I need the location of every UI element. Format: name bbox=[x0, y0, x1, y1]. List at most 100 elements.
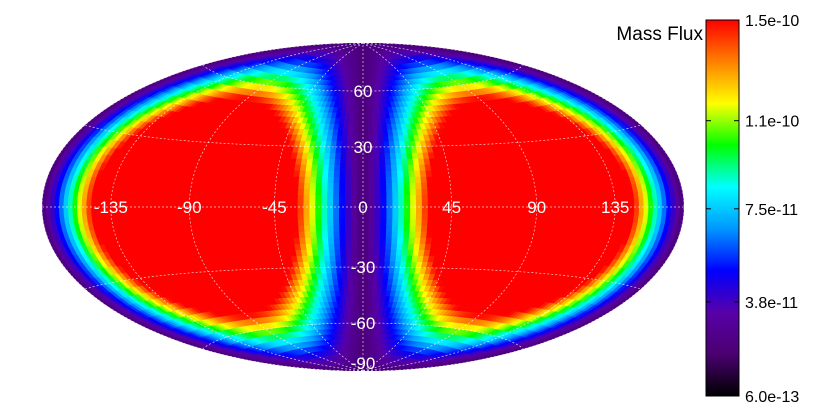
map-cell bbox=[373, 164, 381, 171]
map-cell bbox=[322, 237, 330, 244]
map-cell bbox=[309, 225, 317, 232]
map-cell bbox=[480, 200, 487, 208]
map-cell bbox=[421, 194, 429, 202]
map-cell bbox=[351, 237, 358, 244]
map-cell bbox=[444, 188, 452, 196]
map-cell bbox=[396, 164, 404, 171]
map-cell bbox=[414, 170, 422, 177]
map-cell bbox=[345, 170, 352, 177]
map-cell bbox=[373, 243, 381, 250]
map-cell bbox=[310, 231, 318, 238]
map-cell bbox=[345, 158, 353, 165]
map-cell bbox=[421, 188, 429, 196]
map-cell bbox=[312, 249, 320, 256]
map-cell bbox=[368, 212, 376, 220]
map-cell bbox=[351, 164, 358, 171]
map-cell bbox=[379, 158, 386, 165]
map-cell bbox=[167, 213, 175, 221]
map-cell bbox=[386, 224, 393, 232]
map-cell bbox=[373, 249, 381, 256]
map-cell bbox=[311, 243, 319, 250]
map-cell bbox=[269, 181, 277, 189]
map-cell bbox=[677, 189, 684, 199]
map-cell bbox=[362, 176, 370, 184]
map-cell bbox=[291, 219, 299, 226]
map-cell bbox=[368, 170, 375, 177]
map-cell bbox=[374, 231, 381, 238]
map-cell bbox=[211, 193, 219, 201]
map-cell bbox=[338, 200, 346, 208]
map-cell bbox=[584, 206, 591, 215]
map-cell bbox=[409, 194, 417, 202]
map-cell bbox=[392, 218, 399, 226]
map-cell bbox=[303, 182, 311, 190]
map-cell bbox=[151, 206, 158, 215]
map-cell bbox=[228, 194, 235, 202]
map-cell bbox=[58, 198, 65, 208]
map-cell bbox=[162, 193, 169, 201]
map-cell bbox=[368, 188, 376, 196]
map-cell bbox=[303, 218, 311, 226]
map-cell bbox=[386, 206, 394, 214]
map-cell bbox=[573, 206, 580, 215]
map-cell bbox=[378, 146, 386, 154]
map-cell bbox=[339, 237, 347, 244]
map-cell bbox=[386, 212, 394, 220]
map-cell bbox=[362, 295, 368, 302]
map-cell bbox=[374, 176, 381, 183]
map-cell bbox=[333, 182, 340, 190]
map-cell bbox=[349, 295, 355, 302]
map-cell bbox=[414, 231, 422, 238]
map-cell bbox=[333, 218, 340, 226]
map-cell bbox=[374, 182, 382, 190]
map-cell bbox=[652, 198, 659, 208]
map-cell bbox=[239, 200, 246, 208]
map-cell bbox=[490, 187, 498, 195]
map-cell bbox=[415, 224, 423, 232]
map-cell bbox=[130, 206, 137, 215]
map-cell bbox=[285, 194, 293, 202]
map-cell bbox=[330, 266, 338, 274]
map-cell bbox=[315, 176, 323, 184]
map-cell bbox=[350, 218, 358, 226]
map-cell bbox=[162, 213, 169, 221]
map-cell bbox=[427, 212, 435, 220]
map-cell bbox=[324, 146, 332, 154]
map-cell bbox=[557, 213, 564, 221]
map-cell bbox=[274, 218, 282, 226]
map-cell bbox=[438, 219, 446, 226]
map-cell bbox=[491, 212, 498, 220]
map-cell bbox=[333, 188, 340, 196]
map-cell bbox=[384, 158, 392, 166]
map-cell bbox=[362, 230, 370, 238]
map-cell bbox=[54, 206, 60, 216]
map-cell bbox=[323, 255, 331, 262]
map-cell bbox=[356, 176, 364, 184]
map-cell bbox=[67, 206, 74, 216]
map-cell bbox=[304, 231, 312, 238]
map-cell bbox=[321, 218, 329, 226]
map-cell bbox=[338, 188, 346, 196]
map-cell bbox=[552, 206, 559, 214]
map-cell bbox=[274, 182, 282, 189]
map-cell bbox=[342, 278, 349, 285]
map-cell bbox=[468, 194, 475, 202]
map-cell bbox=[462, 200, 470, 208]
map-cell bbox=[438, 188, 446, 195]
map-cell bbox=[380, 206, 388, 214]
map-cell bbox=[251, 212, 258, 220]
map-cell bbox=[251, 194, 258, 202]
map-cell bbox=[251, 219, 259, 227]
map-cell bbox=[379, 170, 387, 177]
map-cell bbox=[404, 200, 411, 208]
map-cell bbox=[333, 170, 341, 177]
map-cell bbox=[357, 158, 364, 165]
map-cell bbox=[479, 219, 487, 227]
map-cell bbox=[579, 199, 586, 208]
map-cell bbox=[315, 200, 322, 208]
map-cell bbox=[404, 206, 411, 214]
map-cell bbox=[552, 200, 559, 208]
map-cell bbox=[497, 200, 504, 208]
map-cell bbox=[356, 243, 364, 250]
map-cell bbox=[332, 200, 340, 208]
